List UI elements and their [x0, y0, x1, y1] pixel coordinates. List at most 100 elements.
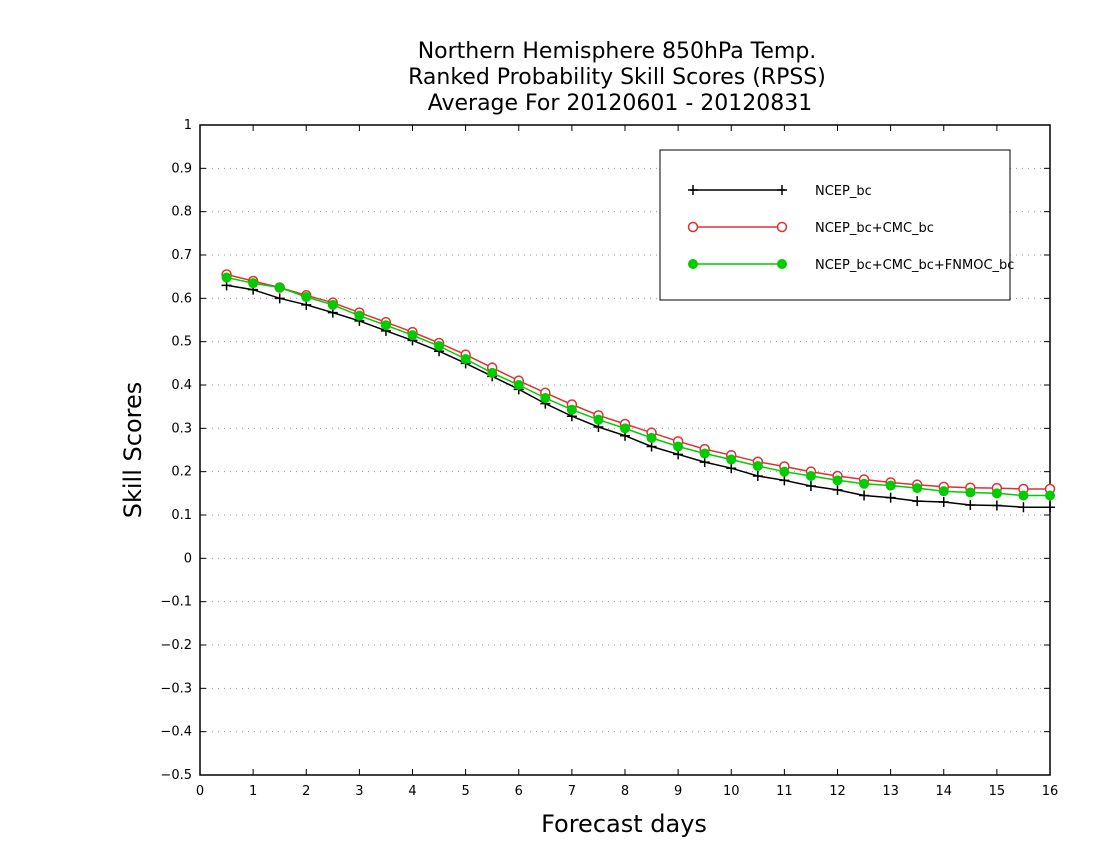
x-tick-label: 16 — [1042, 784, 1059, 799]
data-series — [221, 269, 1056, 513]
series-1-point — [274, 293, 285, 304]
y-tick-label: −0.3 — [160, 681, 192, 696]
y-tick-label: −0.1 — [160, 595, 192, 610]
series-3-point — [460, 354, 471, 364]
legend-marker-2 — [687, 221, 699, 233]
series-3-line — [226, 276, 1050, 497]
x-axis-title: Forecast days — [541, 810, 707, 838]
x-tick-label: 13 — [882, 784, 899, 799]
series-3-point — [726, 454, 737, 465]
y-tick-label: −0.2 — [160, 638, 192, 653]
series-3-point — [912, 483, 923, 494]
series-2 — [221, 269, 1056, 495]
series-3-point — [779, 466, 790, 477]
chart-title-line-3: Average For 20120601 - 20120831 — [428, 91, 813, 116]
series-1 — [221, 280, 1055, 513]
series-3-point — [646, 432, 657, 443]
series-1-line — [226, 284, 1050, 508]
series-3-point — [593, 414, 604, 425]
series-1-point — [938, 497, 949, 507]
series-1-point — [832, 484, 843, 495]
series-3-point — [540, 393, 551, 403]
legend-label-1: NCEP_bc — [815, 184, 872, 199]
series-3-point — [1018, 490, 1029, 501]
x-tick-label: 2 — [302, 784, 310, 799]
x-tick-label: 9 — [674, 784, 682, 799]
series-1-point — [752, 471, 763, 481]
x-tick-label: 4 — [408, 784, 416, 799]
y-tick-label: 0.8 — [171, 205, 192, 220]
series-3-point — [487, 367, 498, 378]
legend-marker-1 — [688, 185, 698, 195]
y-tick-label: 0.3 — [171, 421, 192, 436]
series-3-point — [327, 299, 338, 310]
legend-box — [659, 149, 1011, 301]
series-3-point — [859, 478, 870, 489]
x-tick-label: 10 — [723, 784, 740, 799]
x-tick-label: 0 — [196, 784, 204, 799]
series-3-point — [673, 441, 684, 452]
series-3 — [221, 272, 1055, 501]
legend-marker-1 — [777, 185, 787, 195]
series-3-point — [938, 486, 949, 497]
y-tick-label: −0.5 — [160, 768, 192, 783]
x-tick-label: 15 — [989, 784, 1006, 799]
chart-title-line-2: Ranked Probability Skill Scores (RPSS) — [408, 65, 826, 90]
series-3-point — [354, 310, 365, 321]
x-tick-label: 14 — [935, 784, 952, 799]
series-1-point — [726, 463, 737, 474]
series-1-point — [805, 480, 816, 491]
series-3-point — [301, 292, 312, 303]
series-3-point — [885, 480, 896, 491]
y-tick-label: 0.7 — [171, 248, 192, 263]
x-tick-label: 8 — [621, 784, 629, 799]
y-tick-label: 0.2 — [171, 465, 192, 480]
series-1-point — [1045, 502, 1055, 513]
series-1-point — [912, 496, 923, 507]
series-3-point — [407, 330, 418, 341]
series-1-point — [646, 441, 657, 452]
x-tick-label: 3 — [355, 784, 363, 799]
series-3-point — [221, 272, 232, 283]
chart-title-line-1: Northern Hemisphere 850hPa Temp. — [418, 39, 817, 64]
series-3-point — [513, 380, 524, 390]
series-3-point — [274, 282, 285, 293]
series-1-point — [885, 492, 896, 503]
y-tick-label: 0 — [184, 551, 192, 566]
series-3-point — [620, 423, 630, 434]
series-3-point — [832, 475, 843, 486]
series-3-point — [991, 488, 1002, 499]
series-3-point — [1045, 490, 1055, 501]
y-tick-label: 1 — [184, 118, 192, 133]
series-3-point — [699, 448, 710, 459]
series-3-point — [380, 320, 391, 331]
y-tick-label: 0.5 — [171, 335, 192, 350]
series-2-line — [226, 273, 1050, 490]
legend-marker-2 — [776, 221, 788, 233]
x-tick-label: 11 — [776, 784, 793, 799]
legend-label-3: NCEP_bc+CMC_bc+FNMOC_bc — [815, 258, 1014, 273]
series-1-point — [991, 500, 1002, 511]
series-3-point — [566, 404, 577, 415]
x-tick-label: 5 — [461, 784, 469, 799]
axes: −0.5 −0.4 −0.3 −0.2 −0.1 0 0.1 0.2 0.3 0.4 0.5 0.6 0… — [160, 118, 1058, 799]
series-1-point — [965, 500, 976, 511]
y-tick-label: 0.1 — [171, 508, 192, 523]
x-tick-label: 7 — [568, 784, 576, 799]
chart-title: Northern Hemisphere 850hPa Temp. Ranked … — [408, 39, 826, 116]
y-axis-title: Skill Scores — [119, 382, 147, 519]
legend-label-2: NCEP_bc+CMC_bc — [815, 221, 934, 236]
series-1-point — [699, 457, 710, 468]
y-tick-label: 0.4 — [171, 378, 192, 393]
legend: NCEP_bc NCEP_bc+CMC_bc NCEP_bc+CMC_bc+FNMO… — [659, 149, 1014, 301]
x-tick-label: 12 — [829, 784, 846, 799]
series-3-point — [805, 471, 816, 481]
legend-marker-3 — [688, 259, 698, 269]
series-1-point — [859, 490, 870, 501]
series-3-point — [248, 278, 259, 289]
series-3-point — [434, 341, 445, 351]
series-3-point — [965, 487, 976, 498]
y-tick-label: 0.6 — [171, 291, 192, 306]
series-1-point — [1018, 502, 1029, 513]
